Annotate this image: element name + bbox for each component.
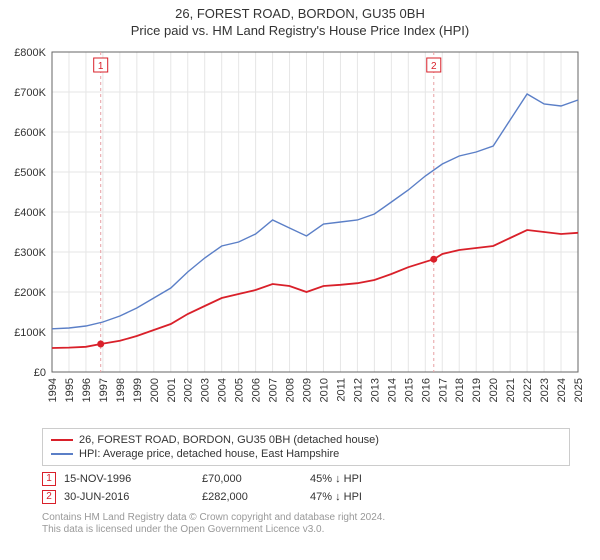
sale-marker-number: 2 (431, 61, 437, 72)
legend-swatch (51, 439, 73, 441)
sales-table: 1 15-NOV-1996 £70,000 45% ↓ HPI 2 30-JUN-2016… (42, 470, 570, 506)
sale-marker-dot (97, 340, 104, 347)
x-tick-label: 2005 (234, 378, 246, 402)
x-tick-label: 2019 (471, 378, 483, 402)
sale-price: £282,000 (202, 491, 302, 503)
legend-swatch (51, 453, 73, 455)
y-tick-label: £800K (14, 47, 46, 59)
x-tick-label: 1994 (47, 378, 59, 402)
sale-pct: 45% ↓ HPI (310, 473, 420, 485)
sale-pct: 47% ↓ HPI (310, 491, 420, 503)
x-tick-label: 2025 (573, 378, 585, 402)
attribution-text: Contains HM Land Registry data © Crown c… (42, 512, 570, 537)
y-tick-label: £200K (14, 287, 46, 299)
x-tick-label: 2020 (488, 378, 500, 402)
x-tick-label: 2016 (420, 378, 432, 402)
legend-item: HPI: Average price, detached house, East… (51, 447, 561, 461)
sale-marker-dot (430, 256, 437, 263)
x-tick-label: 2018 (454, 378, 466, 402)
legend: 26, FOREST ROAD, BORDON, GU35 0BH (detac… (42, 428, 570, 466)
x-tick-label: 2024 (556, 378, 568, 402)
attribution-line-2: This data is licensed under the Open Gov… (42, 524, 570, 537)
sale-date: 30-JUN-2016 (64, 491, 194, 503)
x-tick-label: 2008 (285, 378, 297, 402)
line-chart-svg: £0 £100K £200K £300K £400K £500K £600K £700K £80… (0, 42, 600, 422)
x-tick-label: 1997 (98, 378, 110, 402)
x-tick-label: 2004 (217, 378, 229, 402)
y-tick-label: £400K (14, 207, 46, 219)
y-tick-label: £600K (14, 127, 46, 139)
legend-item: 26, FOREST ROAD, BORDON, GU35 0BH (detac… (51, 433, 561, 447)
y-tick-label: £100K (14, 327, 46, 339)
sale-marker-badge: 1 (42, 472, 56, 486)
x-tick-label: 2021 (505, 378, 517, 402)
x-tick-label: 2014 (386, 378, 398, 402)
x-tick-label: 1995 (64, 378, 76, 402)
x-tick-label: 2002 (183, 378, 195, 402)
y-tick-label: £500K (14, 167, 46, 179)
y-tick-label: £0 (34, 367, 46, 379)
x-tick-label: 1996 (81, 378, 93, 402)
x-tick-label: 2023 (539, 378, 551, 402)
sale-price: £70,000 (202, 473, 302, 485)
chart-container: 26, FOREST ROAD, BORDON, GU35 0BH Price … (0, 0, 600, 560)
y-tick-label: £300K (14, 247, 46, 259)
sale-row: 2 30-JUN-2016 £282,000 47% ↓ HPI (42, 488, 570, 506)
legend-label: 26, FOREST ROAD, BORDON, GU35 0BH (detac… (79, 434, 379, 446)
x-tick-label: 2010 (318, 378, 330, 402)
sale-marker-number: 1 (98, 61, 104, 72)
sale-date: 15-NOV-1996 (64, 473, 194, 485)
x-tick-label: 1998 (115, 378, 127, 402)
sale-row: 1 15-NOV-1996 £70,000 45% ↓ HPI (42, 470, 570, 488)
x-tick-label: 2011 (335, 378, 347, 402)
sale-marker-badge: 2 (42, 490, 56, 504)
chart-title: 26, FOREST ROAD, BORDON, GU35 0BH (0, 0, 600, 23)
x-tick-label: 2017 (437, 378, 449, 402)
x-tick-label: 2012 (352, 378, 364, 402)
x-tick-label: 2000 (149, 378, 161, 402)
attribution-line-1: Contains HM Land Registry data © Crown c… (42, 512, 570, 525)
x-tick-label: 1999 (132, 378, 144, 402)
y-tick-label: £700K (14, 87, 46, 99)
chart-area: £0 £100K £200K £300K £400K £500K £600K £700K £80… (0, 42, 600, 422)
x-tick-label: 2007 (268, 378, 280, 402)
x-tick-label: 2006 (251, 378, 263, 402)
x-tick-label: 2003 (200, 378, 212, 402)
x-tick-label: 2015 (403, 378, 415, 402)
x-tick-label: 2009 (302, 378, 314, 402)
chart-subtitle: Price paid vs. HM Land Registry's House … (0, 23, 600, 42)
x-tick-label: 2022 (522, 378, 534, 402)
x-tick-label: 2013 (369, 378, 381, 402)
x-tick-label: 2001 (166, 378, 178, 402)
legend-label: HPI: Average price, detached house, East… (79, 448, 339, 460)
